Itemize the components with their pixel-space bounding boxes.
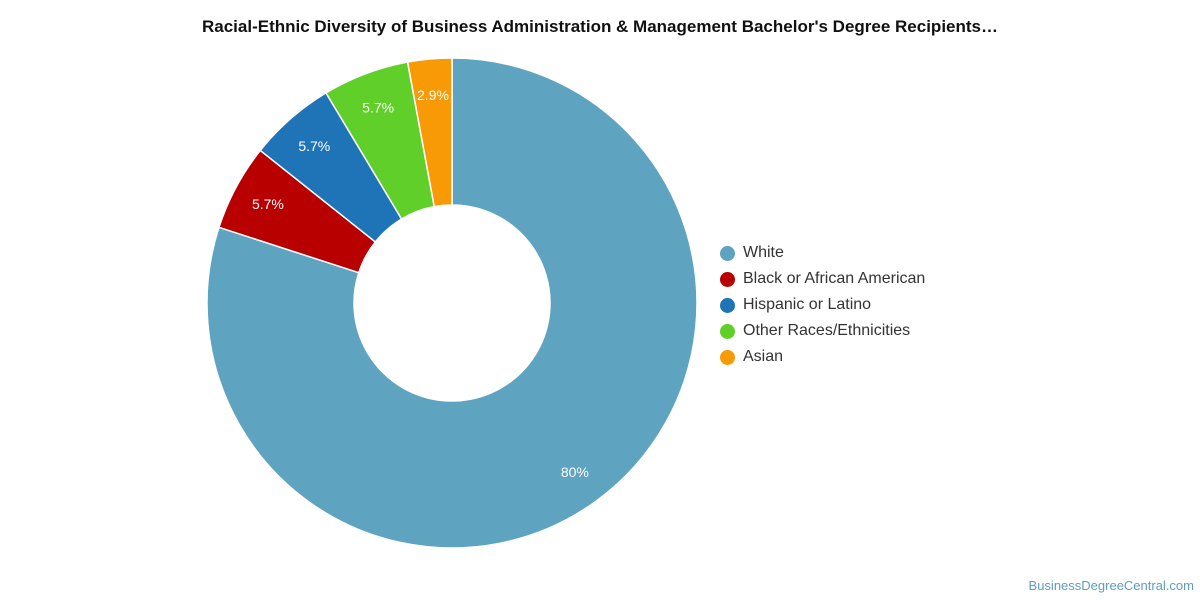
slice-label-white: 80% — [561, 464, 589, 480]
legend-label: Asian — [743, 348, 784, 365]
chart-legend: White Black or African American Hispanic o… — [720, 240, 925, 370]
legend-label: Other Races/Ethnicities — [743, 322, 911, 339]
legend-item-asian[interactable]: Asian — [720, 344, 925, 370]
slice-label-hispanic-or-latino: 5.7% — [298, 138, 330, 154]
legend-swatch-icon — [720, 323, 735, 339]
legend-label: Black or African American — [743, 270, 926, 287]
legend-item-black-or-african-american[interactable]: Black or African American — [720, 266, 925, 292]
slice-asian[interactable] — [406, 57, 453, 208]
legend-item-other-races-ethnicities[interactable]: Other Races/Ethnicities — [720, 318, 925, 344]
legend-swatch-icon — [720, 245, 735, 261]
legend-swatch-icon — [720, 349, 735, 365]
legend-swatch-icon — [720, 297, 735, 313]
slice-label-asian: 2.9% — [417, 87, 449, 103]
legend-item-white[interactable]: White — [720, 240, 925, 266]
watermark[interactable]: BusinessDegreeCentral.com — [1028, 578, 1194, 593]
legend-swatch-icon — [720, 271, 735, 287]
slice-label-other-races-ethnicities: 5.7% — [362, 99, 394, 115]
slice-label-black-or-african-american: 5.7% — [252, 196, 284, 212]
legend-label: White — [743, 244, 784, 261]
legend-item-hispanic-or-latino[interactable]: Hispanic or Latino — [720, 292, 925, 318]
chart-title: Racial-Ethnic Diversity of Business Admi… — [201, 17, 998, 36]
legend-label: Hispanic or Latino — [743, 296, 872, 313]
slice-white[interactable] — [206, 57, 698, 549]
